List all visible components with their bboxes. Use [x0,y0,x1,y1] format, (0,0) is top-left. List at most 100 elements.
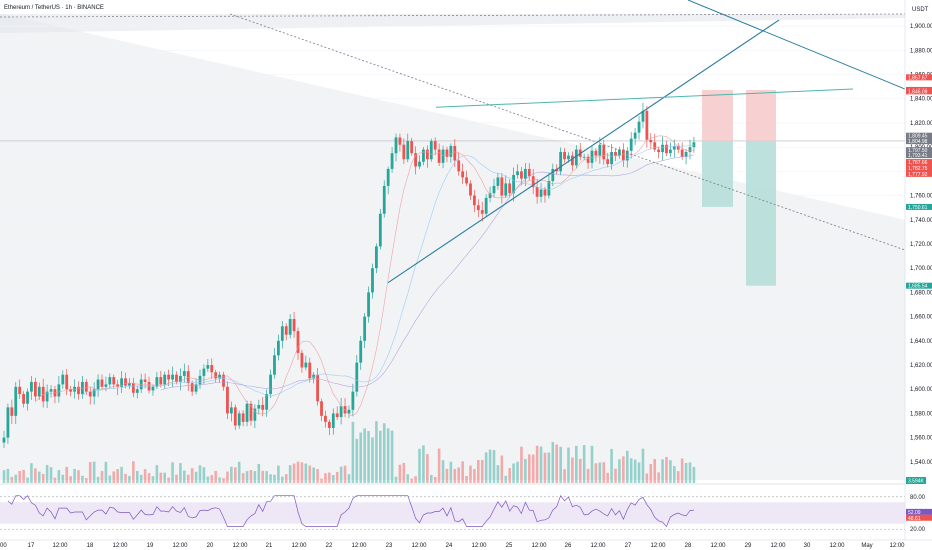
candle-body [398,137,402,145]
volume-bar [453,468,457,483]
price-label-bg [906,165,932,172]
candle-body [10,407,14,416]
price-label: 1,750.61 [908,205,928,211]
volume-bar [49,467,53,483]
volume-bar [304,463,308,483]
candle-body [516,171,519,175]
candle-body [331,413,335,428]
unshaded-wedge [4,14,905,220]
volume-bar [567,447,570,483]
candle-body [551,168,555,182]
candle-body [437,149,441,163]
candle-body [88,391,92,397]
volume-bar [676,471,680,483]
volume-bar [45,464,49,483]
moving-averages [35,135,694,417]
candle-body [621,149,625,161]
currency-label: USDT [912,7,929,13]
volume-label: 3.594K [908,479,925,485]
candle-body [120,378,123,387]
candle-body [30,381,33,392]
candle-body [41,386,45,402]
candle-body [210,365,214,373]
volume-bar [22,469,25,483]
volume-bar [230,466,233,483]
candle-body [449,145,453,157]
candle-body [429,141,433,160]
volume-bar [183,470,186,483]
volume-bar [265,471,268,483]
volume-bar [226,471,229,483]
volume-bar [645,473,649,483]
volume-bar [527,454,531,483]
price-axis-bg [905,0,932,550]
candle-body [171,374,174,380]
candle-body [492,185,496,194]
candle-body [555,168,559,172]
candle-body [367,292,370,317]
stop-zone-1 [702,89,733,141]
price-label: 1,787.66 [908,160,928,166]
candle-body [135,389,139,393]
candle-body [69,389,73,392]
volume-bar [206,476,210,483]
volume-bar [132,461,135,483]
volume-bar [85,478,88,483]
volume-bar [422,445,425,483]
candle-body [523,168,527,179]
rsi-tick-label: 80.00 [910,495,926,501]
volume-bar [116,469,119,483]
candle-body [539,189,543,197]
volume-bar [606,472,609,483]
candle-body [179,375,182,382]
volume-bar [386,428,390,483]
volume-bar [571,457,574,483]
candle-body [296,331,300,353]
candle-body [410,141,414,154]
volume-bar [504,475,508,483]
volume-bar [155,465,159,483]
candle-body [167,374,171,380]
candle-body [382,185,386,214]
candle-body [214,372,218,379]
volume-bar [414,476,417,483]
candle-body [104,384,108,387]
price-tick-label: 1,680.00 [910,290,932,296]
candle-body [155,377,159,387]
candle-body [116,384,120,387]
volume-bar [61,474,65,483]
volume-bar [171,462,174,483]
time-tick-label: 12:00 [232,543,248,549]
time-tick-label: 12:00 [889,543,905,549]
volume-bar [2,470,6,483]
volume-bar [410,478,413,483]
volume-bar [379,430,382,483]
moving-average-line [160,154,694,391]
time-tick-label: 19 [147,543,154,549]
candle-body [84,381,88,392]
candle-body [229,407,233,414]
price-tick-label: 1,740.00 [910,218,932,224]
volume-bar [14,474,18,483]
candle-body [26,391,29,404]
candle-body [327,421,331,428]
candle-body [241,413,245,422]
volume-bar [190,468,194,483]
candle-body [618,149,621,156]
volume-bar [53,477,57,483]
price-label: 1,793.41 [908,153,928,159]
volume-bar [335,471,339,483]
volume-bar [120,466,123,483]
candle-body [190,383,194,392]
candle-body [637,121,641,133]
volume-bar [649,464,653,483]
volume-bar [179,463,182,483]
candle-body [96,379,100,390]
candle-body [602,144,606,160]
volume-bar [477,460,480,483]
volume-bar [296,461,300,483]
volume-bar [618,459,621,483]
volume-bar [539,446,543,483]
volume-bar [625,450,629,483]
